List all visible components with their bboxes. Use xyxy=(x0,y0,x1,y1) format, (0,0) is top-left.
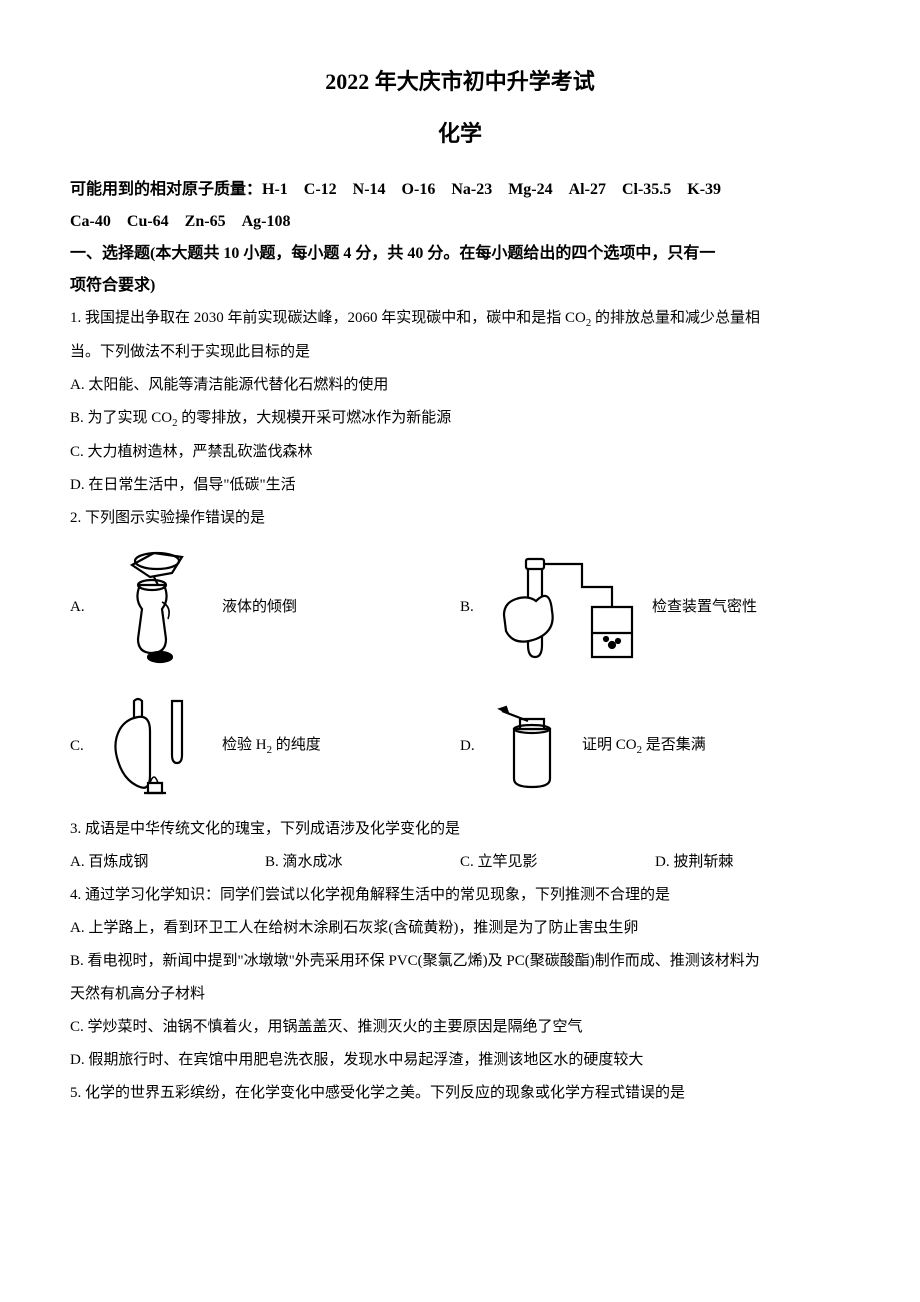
q2-opt-d: D. 证明 CO2 是否集满 xyxy=(460,701,850,791)
q1-opt-c: C. 大力植树造林，严禁乱砍滥伐森林 xyxy=(70,436,850,469)
h2-purity-icon xyxy=(102,691,212,801)
q4-opt-a: A. 上学路上，看到环卫工人在给树木涂刷石灰浆(含硫黄粉)，推测是为了防止害虫生… xyxy=(70,912,850,945)
q1-opt-d: D. 在日常生活中，倡导"低碳"生活 xyxy=(70,469,850,502)
q2-b-letter: B. xyxy=(460,592,482,622)
q1-opt-a: A. 太阳能、风能等清洁能源代替化石燃料的使用 xyxy=(70,369,850,402)
q1-stem: 1. 我国提出争取在 2030 年前实现碳达峰，2060 年实现碳中和，碳中和是… xyxy=(70,302,850,336)
q2-c-cap-post: 的纯度 xyxy=(272,737,321,753)
q2-d-caption: 证明 CO2 是否集满 xyxy=(582,730,706,762)
q2-d-cap-pre: 证明 CO xyxy=(582,737,637,753)
q1-b-pre: B. 为了实现 CO xyxy=(70,410,172,426)
q2-a-letter: A. xyxy=(70,592,92,622)
q3-opt-c: C. 立竿见影 xyxy=(460,846,655,879)
section-1-heading-a: 一、选择题(本大题共 10 小题，每小题 4 分，共 40 分。在每小题给出的四… xyxy=(70,238,850,270)
q2-b-caption: 检查装置气密性 xyxy=(652,592,757,622)
q1-stem-a-tail: 的排放总量和减少总量相 xyxy=(591,310,760,326)
q3-opt-d: D. 披荆斩棘 xyxy=(655,846,850,879)
atomic-mass-line-2: Ca-40 Cu-64 Zn-65 Ag-108 xyxy=(70,206,850,238)
exam-subject: 化学 xyxy=(70,112,850,156)
co2-full-icon xyxy=(492,701,572,791)
q2-image-options: A. 液体的倾倒 B. xyxy=(70,535,850,813)
atomic-mass-line-1: 可能用到的相对原子质量：H-1 C-12 N-14 O-16 Na-23 Mg-… xyxy=(70,174,850,206)
q3-opt-a: A. 百炼成钢 xyxy=(70,846,265,879)
q2-c-letter: C. xyxy=(70,731,92,761)
q2-opt-c: C. 检验 H2 的纯度 xyxy=(70,691,460,801)
q2-opt-b: B. 检查装置气密性 xyxy=(460,547,850,667)
q4-stem: 4. 通过学习化学知识：同学们尝试以化学视角解释生活中的常见现象，下列推测不合理… xyxy=(70,879,850,912)
q5-stem: 5. 化学的世界五彩缤纷，在化学变化中感受化学之美。下列反应的现象或化学方程式错… xyxy=(70,1077,850,1110)
q4-opt-b2: 天然有机高分子材料 xyxy=(70,978,850,1011)
q3-opt-b: B. 滴水成冰 xyxy=(265,846,460,879)
q1-opt-b: B. 为了实现 CO2 的零排放，大规模开采可燃冰作为新能源 xyxy=(70,402,850,436)
q2-c-cap-pre: 检验 H xyxy=(222,737,267,753)
q3-options: A. 百炼成钢 B. 滴水成冰 C. 立竿见影 D. 披荆斩棘 xyxy=(70,846,850,879)
q4-opt-c: C. 学炒菜时、油锅不慎着火，用锅盖盖灭、推测灭火的主要原因是隔绝了空气 xyxy=(70,1011,850,1044)
q2-stem: 2. 下列图示实验操作错误的是 xyxy=(70,502,850,535)
q2-c-caption: 检验 H2 的纯度 xyxy=(222,730,321,762)
q3-stem: 3. 成语是中华传统文化的瑰宝，下列成语涉及化学变化的是 xyxy=(70,813,850,846)
q1-stem-b: 当。下列做法不利于实现此目标的是 xyxy=(70,336,850,369)
q4-opt-b1: B. 看电视时，新闻中提到"冰墩墩"外壳采用环保 PVC(聚氯乙烯)及 PC(聚… xyxy=(70,945,850,978)
q2-d-cap-post: 是否集满 xyxy=(642,737,706,753)
q4-opt-d: D. 假期旅行时、在宾馆中用肥皂洗衣服，发现水中易起浮渣，推测该地区水的硬度较大 xyxy=(70,1044,850,1077)
pour-liquid-icon xyxy=(102,547,212,667)
section-1-heading-b: 项符合要求) xyxy=(70,270,850,302)
q1-stem-a: 1. 我国提出争取在 2030 年前实现碳达峰，2060 年实现碳中和，碳中和是… xyxy=(70,310,586,326)
exam-title: 2022 年大庆市初中升学考试 xyxy=(70,60,850,104)
q2-a-caption: 液体的倾倒 xyxy=(222,592,297,622)
q2-opt-a: A. 液体的倾倒 xyxy=(70,547,460,667)
airtight-check-icon xyxy=(492,547,642,667)
q1-b-post: 的零排放，大规模开采可燃冰作为新能源 xyxy=(178,410,452,426)
q2-d-letter: D. xyxy=(460,731,482,761)
